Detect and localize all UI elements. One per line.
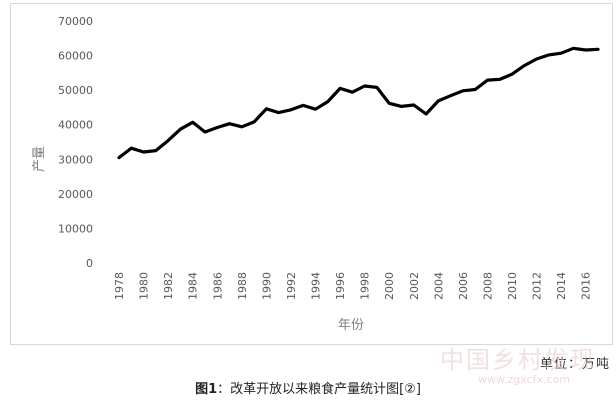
x-tick-label: 1996 [334, 272, 347, 300]
data-point [400, 105, 403, 108]
data-point [326, 100, 329, 103]
line-chart: 0 10000 20000 30000 40000 50000 60000 70000 197… [32, 15, 600, 333]
series-line [117, 46, 600, 160]
data-point [191, 121, 194, 124]
data-point [154, 149, 157, 152]
x-tick-label: 2016 [580, 272, 593, 300]
figure-caption-text: ：改革开放以来粮食产量统计图[②] [217, 382, 421, 397]
unit-note: 单位：万吨 [539, 357, 610, 372]
data-point [363, 84, 366, 88]
data-point [547, 53, 551, 57]
data-point [203, 130, 207, 134]
data-point [449, 94, 452, 97]
watermark-logo: 中国乡村发现 [440, 346, 596, 374]
data-point [130, 147, 133, 150]
x-axis-title: 年份 [338, 318, 364, 333]
y-tick-label: 0 [86, 257, 93, 270]
y-tick-label: 10000 [58, 222, 93, 235]
x-tick-label: 2008 [481, 272, 494, 300]
x-tick-label: 2006 [457, 272, 470, 300]
data-point [351, 91, 354, 94]
data-point [584, 48, 587, 52]
data-point [424, 112, 428, 116]
data-point [596, 48, 600, 51]
x-tick-label: 1986 [211, 272, 224, 300]
y-axis-title: 产量 [32, 146, 47, 172]
data-point [265, 107, 268, 111]
data-point [437, 99, 440, 103]
x-tick-label: 1980 [138, 272, 151, 300]
data-point [117, 156, 121, 159]
watermark-url: www.zgxcfx.com [478, 373, 570, 386]
chart-frame: 0 10000 20000 30000 40000 50000 60000 70000 197… [10, 3, 613, 345]
x-tick-label: 2002 [408, 272, 421, 300]
y-tick-label: 30000 [58, 153, 93, 166]
x-tick-label: 1998 [359, 272, 372, 300]
x-tick-label: 1990 [260, 272, 273, 300]
data-point [375, 86, 379, 89]
data-point [228, 122, 231, 125]
data-point [560, 52, 563, 55]
y-tick-label: 60000 [58, 50, 93, 63]
data-point [166, 139, 170, 142]
y-tick-label: 20000 [58, 188, 93, 201]
data-point [461, 89, 465, 93]
data-point [510, 73, 514, 76]
data-point [523, 64, 526, 67]
y-tick-label: 50000 [58, 84, 93, 97]
figure-number: 图1 [195, 382, 218, 397]
data-point [289, 108, 293, 112]
data-point [216, 126, 219, 129]
x-tick-label: 1982 [162, 272, 175, 300]
data-point [277, 111, 280, 114]
data-point [486, 78, 489, 82]
y-tick-label: 40000 [58, 119, 93, 132]
x-tick-label: 2010 [506, 272, 519, 300]
x-tick-label: 1978 [113, 272, 126, 300]
data-point [314, 108, 317, 111]
data-point [535, 57, 538, 61]
y-tick-label: 70000 [58, 15, 93, 28]
x-tick-label: 1988 [236, 272, 249, 300]
x-tick-label: 1992 [285, 272, 298, 300]
data-point [338, 87, 342, 90]
x-tick-label: 1994 [310, 272, 323, 300]
x-tick-label: 2000 [383, 272, 396, 300]
x-tick-label: 1984 [187, 272, 200, 300]
data-point [498, 78, 501, 81]
data-point [572, 47, 575, 50]
x-tick-label: 2004 [432, 272, 445, 300]
x-tick-label: 2012 [531, 272, 544, 300]
figure-caption: 图1：改革开放以来粮食产量统计图[②] [0, 378, 616, 397]
data-point [179, 128, 182, 131]
data-point [388, 102, 391, 105]
x-tick-label: 2014 [555, 272, 568, 300]
data-point [302, 104, 305, 107]
data-point [412, 103, 415, 107]
data-point [474, 88, 477, 91]
data-point [240, 125, 243, 128]
data-point [252, 120, 256, 124]
data-point [142, 150, 145, 154]
